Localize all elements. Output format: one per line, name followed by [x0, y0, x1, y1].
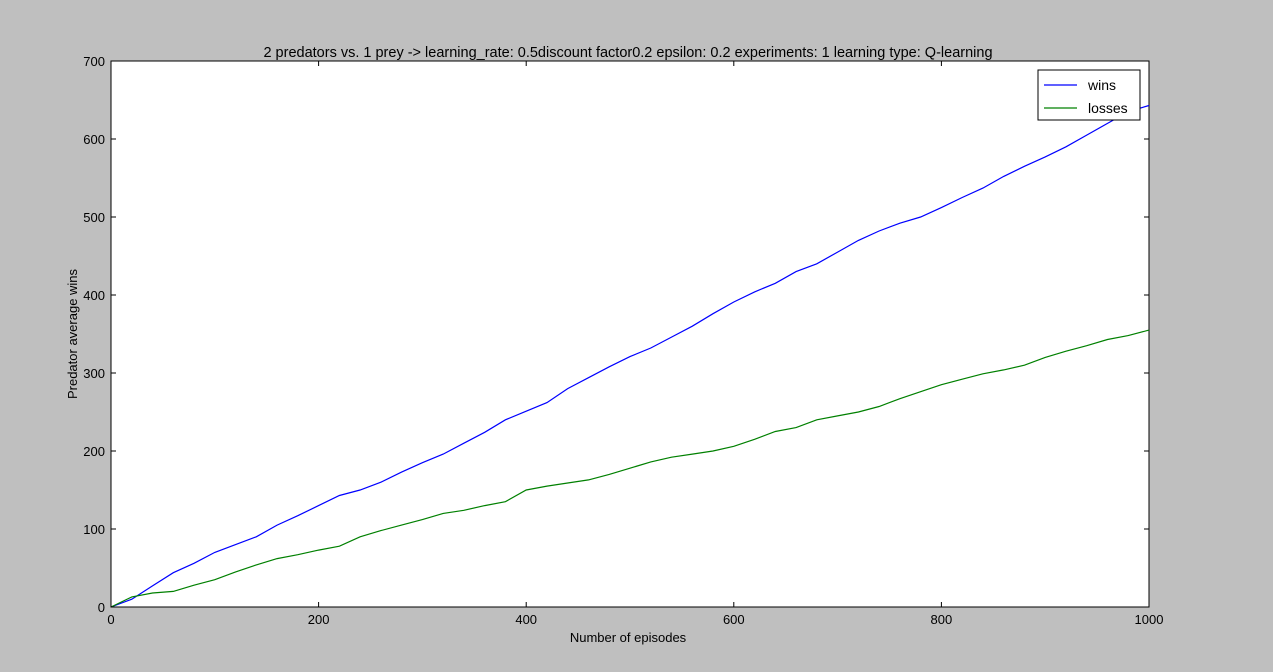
x-tick-label: 600	[723, 612, 745, 627]
x-tick-label: 0	[107, 612, 114, 627]
y-tick-label: 500	[83, 210, 105, 225]
x-tick-label: 800	[931, 612, 953, 627]
series-line-losses	[110, 329, 1150, 608]
chart-title: 2 predators vs. 1 prey -> learning_rate:…	[263, 45, 992, 61]
x-tick-label: 1000	[1135, 612, 1164, 627]
series-layer	[110, 104, 1150, 608]
x-axis-label: Number of episodes	[570, 630, 687, 645]
legend-box	[1037, 69, 1141, 121]
y-tick-label: 100	[83, 522, 105, 537]
y-axis-label: Predator average wins	[65, 268, 80, 399]
axis-layer: 0 200 400 600 800 1000 0 100 200 300 400 500 600 700	[83, 54, 1163, 627]
plot-area	[110, 60, 1150, 608]
y-tick-label: 600	[83, 132, 105, 147]
y-tick-label: 0	[98, 600, 105, 615]
x-tick-label: 400	[515, 612, 537, 627]
y-tick-label: 400	[83, 288, 105, 303]
y-tick-label: 200	[83, 444, 105, 459]
y-tick-label: 700	[83, 54, 105, 69]
legend-losses-label: losses	[1088, 100, 1128, 116]
series-line-wins	[110, 104, 1150, 608]
legend: wins losses	[1037, 69, 1141, 121]
x-tick-label: 200	[308, 612, 330, 627]
y-tick-label: 300	[83, 366, 105, 381]
legend-wins-label: wins	[1087, 77, 1116, 93]
